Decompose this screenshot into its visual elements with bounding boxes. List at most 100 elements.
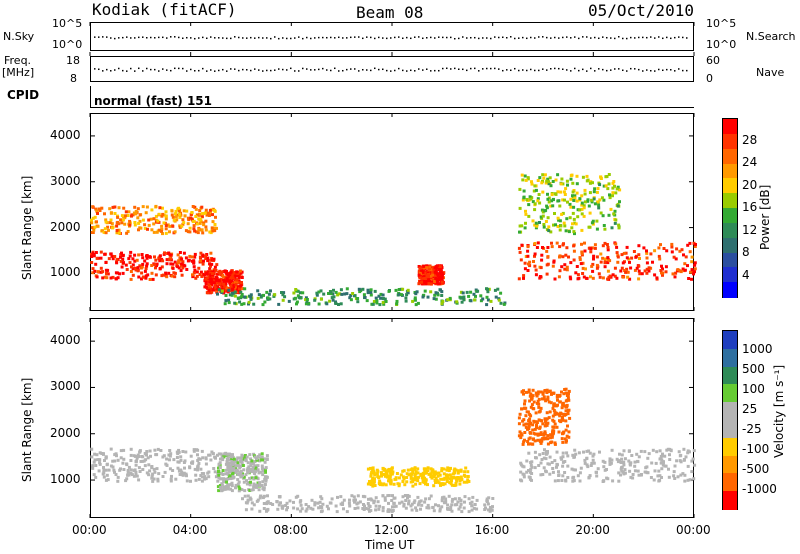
data-cell bbox=[127, 465, 131, 469]
data-cell bbox=[518, 250, 522, 254]
freq-dot bbox=[234, 68, 236, 70]
data-cell bbox=[690, 255, 694, 259]
data-cell bbox=[231, 455, 235, 459]
data-cell bbox=[356, 494, 360, 498]
data-cell bbox=[523, 431, 527, 434]
data-cell bbox=[263, 475, 267, 479]
freq-dot bbox=[574, 67, 576, 70]
data-cell bbox=[616, 260, 620, 264]
data-cell bbox=[442, 501, 446, 505]
data-cell bbox=[481, 297, 485, 301]
data-cell bbox=[91, 231, 95, 234]
data-cell bbox=[319, 289, 323, 293]
data-cell bbox=[435, 264, 439, 268]
data-cell bbox=[580, 228, 584, 232]
noise-sky-dot bbox=[190, 37, 192, 39]
noise-sky-dot bbox=[566, 36, 568, 38]
noise-sky-dot bbox=[378, 36, 380, 39]
data-cell bbox=[383, 297, 387, 301]
data-cell bbox=[262, 488, 266, 492]
data-cell bbox=[240, 293, 244, 296]
data-cell bbox=[391, 505, 394, 509]
data-cell bbox=[416, 301, 420, 305]
data-cell bbox=[228, 452, 231, 456]
noise-sky-dot bbox=[270, 37, 272, 40]
data-cell bbox=[571, 194, 574, 198]
data-cell bbox=[216, 479, 220, 483]
data-cell bbox=[585, 179, 589, 183]
data-cell bbox=[432, 484, 436, 488]
data-cell bbox=[313, 298, 317, 302]
data-cell bbox=[650, 461, 654, 465]
data-cell bbox=[581, 261, 585, 265]
data-cell bbox=[148, 278, 152, 281]
data-cell bbox=[620, 457, 624, 461]
freq-dot bbox=[98, 68, 100, 71]
data-cell bbox=[436, 293, 440, 297]
data-cell bbox=[163, 251, 166, 255]
data-cell bbox=[645, 267, 649, 271]
data-cell bbox=[294, 288, 298, 291]
data-cell bbox=[107, 257, 111, 261]
data-cell bbox=[567, 392, 570, 395]
data-cell bbox=[531, 200, 535, 204]
noise-sky-dot bbox=[658, 36, 660, 38]
data-cell bbox=[353, 507, 357, 510]
data-cell bbox=[574, 222, 578, 226]
data-cell bbox=[431, 273, 435, 277]
freq-dot bbox=[522, 69, 524, 71]
data-cell bbox=[295, 300, 299, 304]
freq-dot bbox=[358, 70, 360, 72]
noise-sky-dot bbox=[226, 37, 228, 40]
noise-tick-low-right: 10^0 bbox=[706, 38, 737, 51]
data-cell bbox=[693, 267, 697, 271]
data-cell bbox=[215, 263, 219, 267]
data-cell bbox=[240, 453, 244, 457]
freq-dot bbox=[258, 69, 260, 71]
noise-tick-low-left: 10^0 bbox=[52, 38, 83, 51]
data-cell bbox=[473, 298, 477, 302]
data-cell bbox=[199, 251, 203, 255]
data-cell bbox=[239, 290, 243, 294]
data-cell bbox=[206, 270, 210, 274]
data-cell bbox=[129, 277, 133, 281]
data-cell bbox=[645, 249, 648, 253]
data-cell bbox=[130, 265, 133, 269]
noise-sky-dot bbox=[578, 37, 580, 40]
data-cell bbox=[440, 467, 444, 471]
data-cell bbox=[184, 450, 188, 454]
data-cell bbox=[438, 473, 442, 477]
data-cell bbox=[204, 257, 208, 261]
data-cell bbox=[439, 275, 443, 279]
data-cell bbox=[527, 442, 530, 446]
data-cell bbox=[556, 403, 559, 407]
data-cell bbox=[129, 447, 133, 451]
freq-dot bbox=[290, 67, 292, 70]
data-cell bbox=[301, 291, 305, 295]
data-cell bbox=[230, 489, 234, 493]
data-cell bbox=[90, 221, 94, 225]
data-cell bbox=[91, 251, 95, 255]
data-cell bbox=[231, 287, 234, 291]
freq-dot bbox=[214, 70, 216, 72]
data-cell bbox=[335, 510, 339, 514]
power-colorbar-segment bbox=[723, 267, 737, 284]
data-cell bbox=[292, 506, 296, 510]
data-cell bbox=[198, 209, 202, 212]
velocity-colorbar-tick-label: 100 bbox=[742, 382, 765, 396]
data-cell bbox=[138, 219, 142, 223]
data-cell bbox=[105, 463, 109, 467]
data-cell bbox=[430, 268, 434, 272]
data-cell bbox=[93, 215, 97, 219]
data-cell bbox=[255, 457, 259, 461]
data-cell bbox=[649, 476, 653, 479]
velocity-colorbar-tick-label: -500 bbox=[742, 462, 770, 476]
data-cell bbox=[244, 458, 248, 462]
data-cell bbox=[119, 255, 122, 259]
freq-dot bbox=[250, 69, 252, 72]
data-cell bbox=[404, 499, 408, 502]
data-cell bbox=[458, 476, 462, 480]
nave-tick-high: 60 bbox=[706, 54, 720, 67]
data-cell bbox=[544, 457, 548, 461]
noise-sky-dot bbox=[506, 36, 508, 39]
